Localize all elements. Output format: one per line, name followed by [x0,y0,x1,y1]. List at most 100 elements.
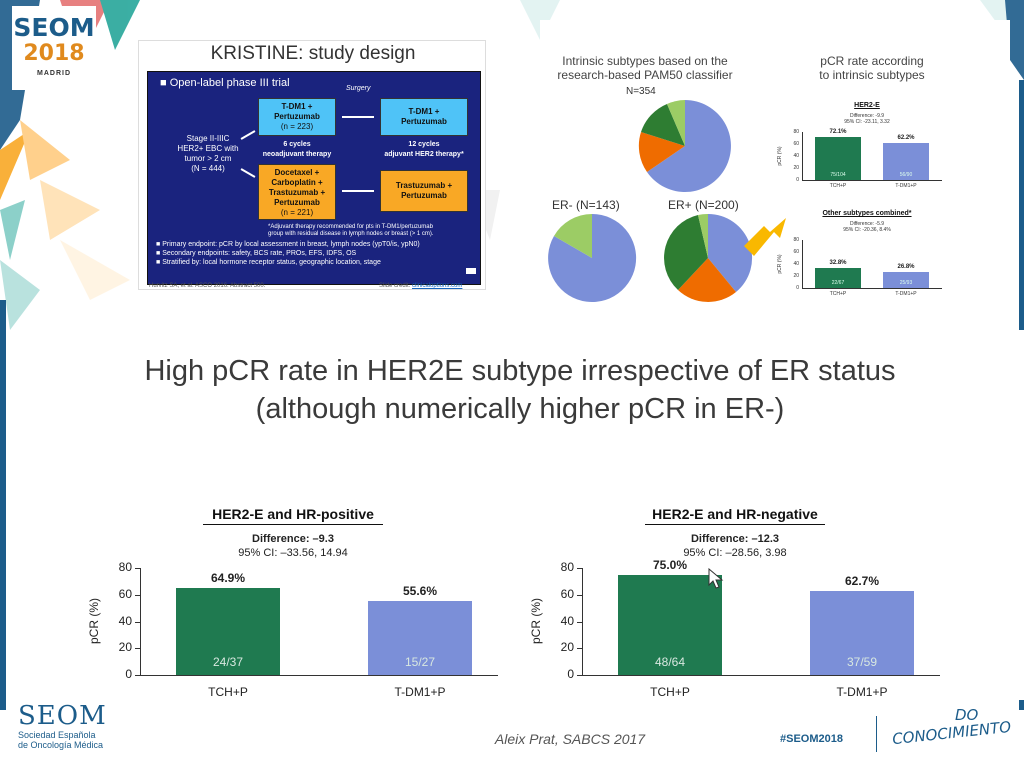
bar-fraction-label: 24/37 [212,655,244,669]
mini-x-category-label: T-DM1+P [895,183,917,189]
headline-line-2: (although numerically higher pCR in ER-) [255,393,785,425]
neoadjuvant-cycles-label: 6 cycles neoadjuvant therapy [262,141,332,158]
mini-y-axis-label: pCR (%) [777,254,783,274]
pie-erpos-basal-slice [698,213,708,258]
arrow-arm1 [342,116,374,118]
mini-bar [815,268,861,288]
mini-bar [883,271,929,288]
slide-credit-link[interactable]: clinicaloptions.com [412,283,463,289]
chart-title: HER2-E and HR-negative [652,506,818,522]
pie-er-negative [548,213,637,302]
bar-tch-p [618,574,722,675]
x-category-label: TCH+P [650,685,690,699]
chart-difference: Difference: –9.3 [252,533,334,545]
kristine-bullets: ■ Primary endpoint: pCR by local assessm… [156,241,420,266]
y-tick-mark [577,675,582,676]
bar-value-label: 55.6% [402,583,438,598]
pam50-header: Intrinsic subtypes based on the research… [557,54,733,82]
bar-tch-p [176,588,280,675]
y-tick-label: 80 [118,560,132,574]
arrow-randomize-1 [240,130,256,140]
logo-year-text: 2018 [23,41,85,66]
logo-city-text: MADRID [37,70,71,77]
chart-her2e-hr-negative: HER2-E and HR-negative Difference: –12.3 9… [520,500,950,710]
chart-ci: 95% CI: –28.56, 3.98 [683,547,787,559]
mini-y-tick-label: 20 [793,165,799,171]
bar-value-label: 64.9% [210,571,246,586]
mini-bar-fraction-label: 75/104 [830,172,846,178]
mini-y-axis [802,132,803,180]
er-pos-label: ER+ (N=200) [668,198,739,212]
mini-chart-ci: 95% CI: -20.36, 8.4% [843,227,891,233]
logo-seom-text: SEOM [13,13,95,42]
seom-society-line-2: de Oncología Médica [18,740,104,750]
y-tick-label: 60 [118,586,132,601]
bar-fraction-label: 37/59 [846,655,878,669]
y-tick-label: 40 [560,613,574,628]
y-tick-label: 0 [567,667,574,681]
mini-y-tick-label: 60 [793,141,799,147]
y-tick-label: 40 [118,613,132,628]
arm1-neoadjuvant-box: T-DM1 + Pertuzumab (n = 223) [258,98,336,136]
bar-fraction-label: 48/64 [654,655,686,669]
seom-hashtag: #SEOM2018 [780,733,843,745]
mini-chart-2: Other subtypes combined* Difference: -5.9… [772,210,952,310]
y-tick-mark [135,621,140,623]
mini-chart-ci: 95% CI: -23.11, 3.32 [844,119,890,125]
arrow-randomize-2 [240,168,256,178]
kristine-slide-credit: Slide credit: clinicaloptions.com [379,283,463,289]
mini-x-category-label: TCH+P [829,291,847,297]
mini-chart-title: HER2-E [854,102,880,109]
y-tick-mark [577,621,582,623]
y-tick-mark [577,568,582,569]
kristine-trial-type: ■ Open-label phase III trial [160,77,290,89]
mini-y-axis-label: pCR (%) [777,146,783,166]
arm2-neoadjuvant-box: Docetaxel + Carboplatin + Trastuzumab + … [258,164,336,220]
bar-value-label: 62.7% [844,574,880,589]
mini-chart-difference: Difference: -5.9 [849,221,885,227]
y-tick-mark [135,594,140,596]
kristine-title: KRISTINE: study design [210,43,416,64]
mini-y-tick-label: 0 [796,285,799,291]
pie-erneg-basal-slice [554,214,592,258]
y-tick-mark [577,594,582,596]
mini-bar-value-label: 72.1% [829,128,847,135]
y-tick-label: 60 [560,586,574,601]
slide-headline: High pCR rate in HER2E subtype irrespect… [60,352,980,428]
mini-y-tick-label: 60 [793,249,799,255]
pie-overall-luminala-slice [641,104,685,146]
kristine-study-design-panel: KRISTINE: study design ■ Open-label phas… [138,40,486,290]
pie-overall-basal-slice [667,100,685,146]
chart-title-underline [203,524,383,525]
intrinsic-subtypes-panel: Intrinsic subtypes based on the research… [540,20,1010,305]
y-axis [582,568,583,675]
mini-bar [815,136,861,180]
pie-er-positive [664,213,753,302]
pie-overall-luminalb-slice [638,132,685,172]
y-tick-mark [135,675,140,676]
presenter-credit: Aleix Prat, SABCS 2017 [494,731,646,747]
y-tick-label: 0 [125,667,132,681]
kristine-footnote: *Adjuvant therapy recommended for pts in… [268,224,434,237]
mini-bar-fraction-label: 22/67 [831,280,845,286]
mini-chart-difference: Difference: -9.9 [849,113,885,119]
bar-value-label: 75.0% [652,557,688,572]
bar-t-dm1-p [810,591,914,675]
x-category-label: TCH+P [208,685,248,699]
footer-divider [876,716,877,752]
y-tick-label: 20 [560,640,574,655]
mini-y-tick-label: 80 [793,237,799,243]
mini-y-tick-label: 40 [793,153,799,159]
mini-bar-fraction-label: 25/93 [899,280,913,286]
chart-title-underline [645,524,825,525]
y-axis-label: pCR (%) [529,597,543,644]
seom-2018-logo: SEOM 2018 MADRID [12,6,96,90]
bar-t-dm1-p [368,600,472,675]
bar-fraction-label: 15/27 [404,655,436,669]
mini-bar-value-label: 62.2% [897,134,915,141]
mini-x-axis [802,288,942,289]
mini-chart-title: Other subtypes combined* [822,210,912,217]
mini-y-tick-label: 20 [793,273,799,279]
kristine-surgery-label: Surgery [346,85,371,92]
pie-erpos-luminala-slice [664,215,708,290]
